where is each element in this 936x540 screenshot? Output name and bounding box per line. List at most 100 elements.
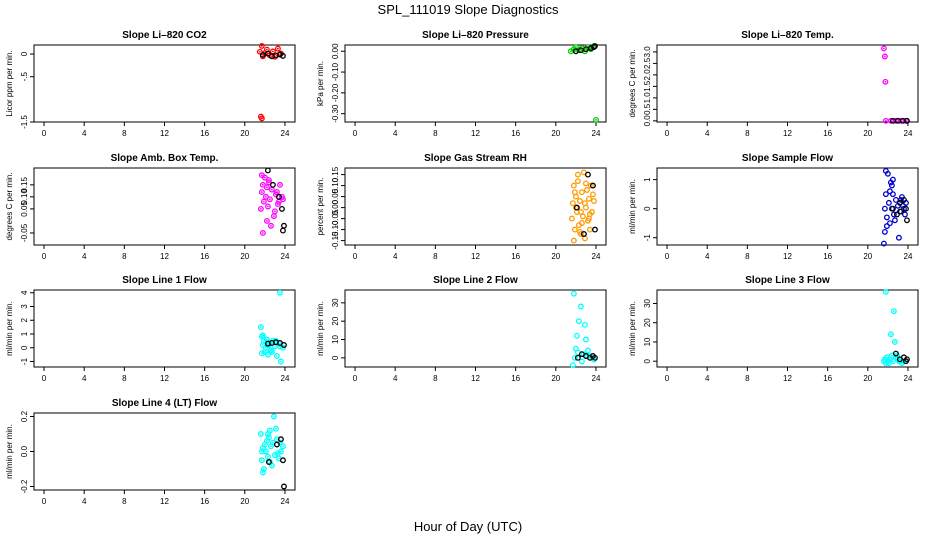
x-tick-label: 20 — [863, 129, 872, 138]
x-tick-label: 0 — [353, 252, 358, 261]
slope-point-core — [272, 441, 274, 444]
x-tick-label: 12 — [160, 497, 169, 506]
y-axis-label: ml/min per min. — [5, 424, 14, 479]
slope-point — [581, 200, 588, 207]
x-tick-label: 4 — [393, 374, 398, 383]
panel-title: Slope Line 4 (LT) Flow — [112, 398, 218, 409]
x-tick-label: 16 — [511, 129, 520, 138]
y-tick-label: 2.5 — [643, 57, 652, 69]
slope-point — [886, 188, 893, 195]
x-tick-label: 20 — [551, 374, 560, 383]
x-tick-label: 4 — [705, 129, 710, 138]
slope-point — [891, 217, 898, 224]
panel-title: Slope Li–820 CO2 — [122, 30, 207, 41]
x-tick-label: 12 — [160, 129, 169, 138]
panel-title: Slope Line 2 Flow — [433, 275, 518, 286]
slope-point — [263, 217, 270, 224]
slope-point-core — [274, 210, 276, 213]
y-tick-label: 30 — [643, 298, 652, 307]
slope-point — [574, 178, 581, 185]
slope-point — [264, 203, 271, 210]
x-tick-label: 0 — [42, 252, 47, 261]
y-tick-label: 1 — [20, 331, 29, 336]
x-tick-label: 4 — [705, 374, 710, 383]
slope-point — [258, 42, 265, 49]
slope-point — [895, 234, 902, 241]
slope-point-core — [269, 198, 271, 201]
slope-point — [258, 172, 265, 179]
panel-title: Slope Li–820 Pressure — [422, 30, 529, 41]
slope-point — [575, 318, 582, 325]
slope-point-core — [259, 208, 262, 210]
plot-frame — [656, 289, 919, 368]
y-tick-label: 0 — [20, 345, 29, 350]
slope-point — [882, 288, 889, 295]
y-tick-label: -1 — [643, 234, 652, 242]
slope-point — [590, 191, 596, 198]
panel-10: Slope Line 4 (LT) Flow 0 4 8 12 16 20 24 -0.2 0.0… — [5, 398, 296, 506]
slope-point — [577, 209, 584, 215]
slope-point — [258, 189, 265, 196]
slope-point-core — [269, 461, 271, 463]
slope-point — [273, 353, 280, 359]
x-tick-label: 0 — [42, 129, 47, 138]
qc-point — [893, 211, 900, 218]
slope-point-core — [261, 447, 264, 449]
x-tick-label: 20 — [551, 252, 560, 261]
qc-point — [276, 51, 283, 58]
slope-point-core — [264, 450, 267, 453]
slope-point-core — [265, 338, 268, 341]
plot-frame — [33, 412, 296, 491]
slope-point — [260, 337, 267, 344]
slope-point-core — [260, 352, 263, 355]
slope-point — [880, 45, 887, 52]
slope-point — [259, 181, 266, 188]
y-axis-label: ml/min per min. — [628, 301, 637, 356]
qc-point — [264, 167, 271, 174]
slope-point-core — [266, 455, 269, 458]
slope-point-core — [280, 360, 282, 363]
slope-point-core — [260, 45, 263, 47]
slope-point — [276, 289, 283, 296]
x-tick-label: 0 — [42, 374, 47, 383]
slope-point — [585, 195, 592, 202]
slope-point — [257, 431, 264, 437]
slope-point — [260, 198, 267, 205]
qc-point — [281, 222, 287, 229]
y-tick-label: 0.0 — [20, 445, 29, 457]
y-tick-label: -0.30 — [331, 104, 340, 123]
slope-point — [277, 358, 284, 365]
slope-point-core — [276, 191, 278, 193]
x-tick-label: 12 — [783, 374, 792, 383]
slope-point — [569, 200, 576, 207]
slope-point-core — [275, 427, 277, 430]
x-tick-label: 20 — [240, 252, 249, 261]
x-tick-label: 20 — [240, 129, 249, 138]
y-tick-label: 30 — [331, 298, 340, 307]
qc-point — [264, 50, 271, 57]
slope-point — [274, 45, 281, 52]
slope-point-core — [279, 291, 281, 294]
x-tick-label: 16 — [200, 497, 209, 506]
slope-point-core — [260, 191, 263, 193]
slope-point-core — [590, 48, 592, 51]
qc-point — [897, 208, 904, 215]
x-tick-label: 8 — [122, 129, 127, 138]
x-tick-label: 24 — [904, 129, 913, 138]
y-tick-label: 10 — [331, 335, 340, 344]
y-axis-label: ml/min per min. — [316, 301, 325, 356]
x-tick-label: 4 — [393, 129, 398, 138]
qc-point — [281, 342, 287, 348]
y-tick-label: 0.15 — [20, 177, 29, 193]
slope-point-core — [260, 459, 263, 462]
qc-point — [280, 52, 286, 59]
slope-point — [582, 336, 589, 343]
x-tick-label: 0 — [353, 129, 358, 138]
qc-point — [592, 226, 598, 233]
slope-point — [571, 354, 578, 361]
panel-4: Slope Amb. Box Temp. 0 4 8 12 16 20 24 -0.05 0.05… — [5, 153, 296, 261]
y-tick-label: 20 — [331, 316, 340, 325]
qc-point — [896, 199, 903, 206]
y-tick-label: 3 — [20, 304, 29, 309]
y-tick-label: 3.0 — [643, 46, 652, 58]
